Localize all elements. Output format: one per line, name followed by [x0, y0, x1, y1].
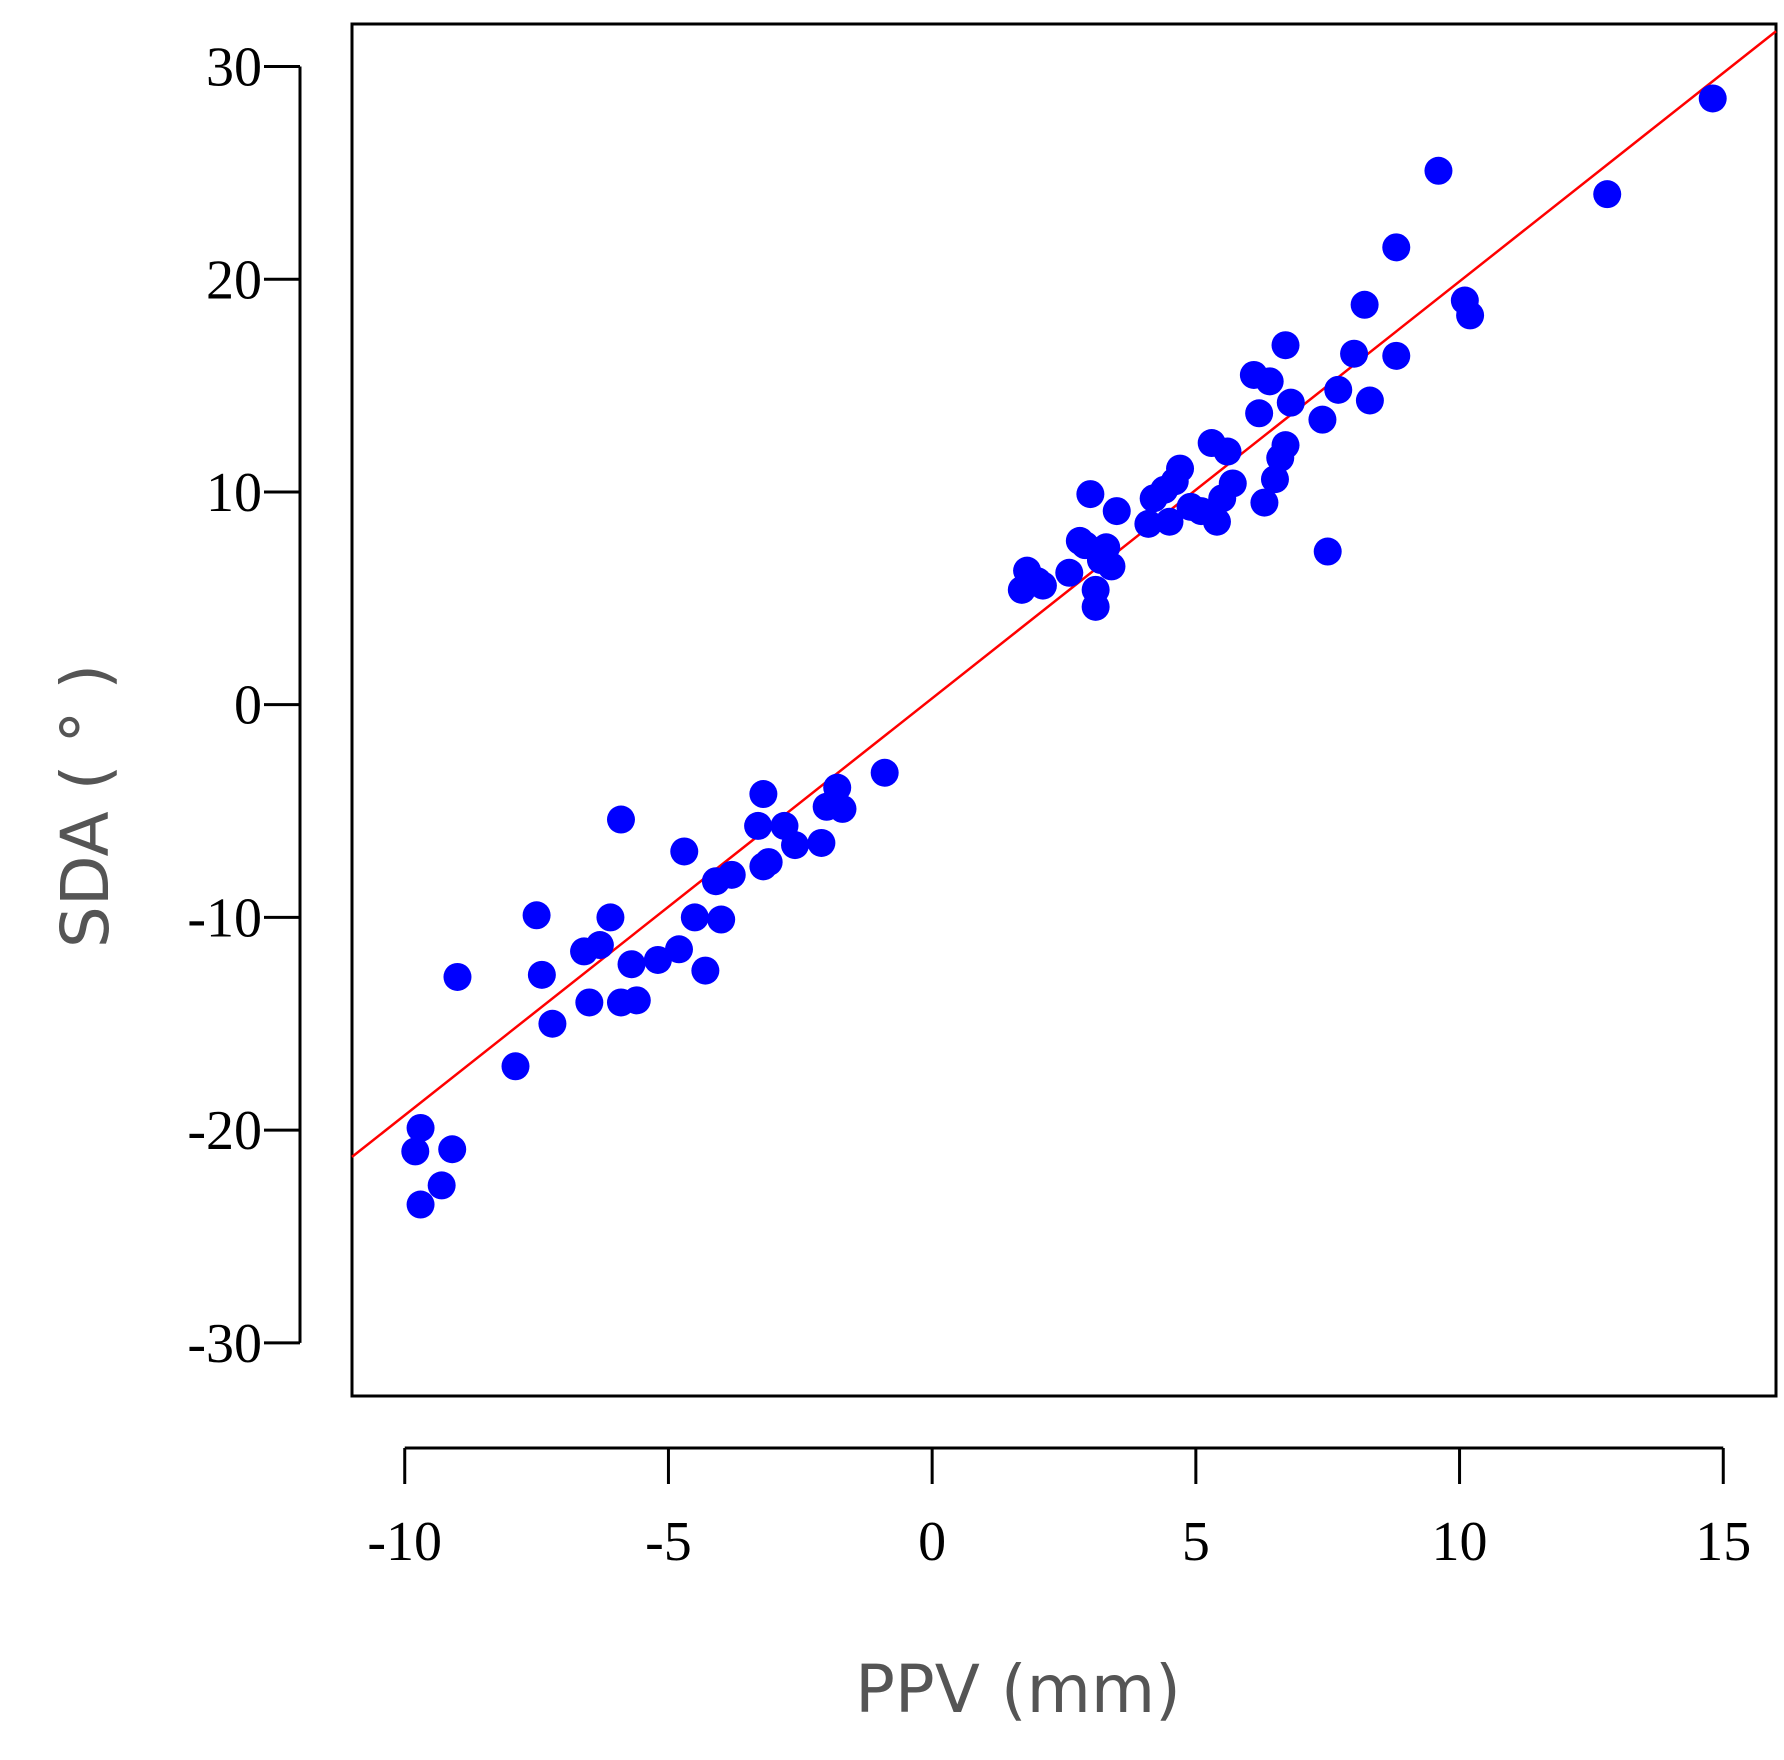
data-point [443, 962, 472, 991]
y-tick-label: -30 [187, 1313, 262, 1375]
y-tick-label: 10 [206, 462, 262, 524]
data-point [1245, 399, 1274, 428]
x-tick-label: -10 [367, 1511, 442, 1573]
data-point [1097, 552, 1126, 581]
data-point [680, 903, 709, 932]
data-point [1155, 507, 1184, 536]
x-tick-label: 5 [1182, 1511, 1210, 1573]
data-point [670, 837, 699, 866]
data-point [596, 903, 625, 932]
y-tick-label: 30 [206, 37, 262, 99]
x-axis: -10 -5 0 5 10 15 [367, 1446, 1751, 1573]
data-point [717, 860, 746, 889]
data-point [1202, 507, 1231, 536]
data-point [1260, 465, 1289, 494]
data-point [807, 828, 836, 857]
y-axis-title: SDA ( ° ) [47, 664, 124, 948]
data-point [1076, 480, 1105, 509]
data-point [622, 986, 651, 1015]
data-point [1055, 558, 1084, 587]
data-point [707, 905, 736, 934]
data-point [1382, 341, 1411, 370]
data-point [1134, 509, 1163, 538]
data-point [522, 901, 551, 930]
data-point [691, 956, 720, 985]
data-point [1355, 386, 1384, 415]
data-point [406, 1190, 435, 1219]
y-axis: -30 -20 -10 0 10 20 30 [187, 37, 302, 1375]
data-point [1081, 575, 1110, 604]
data-point [527, 960, 556, 989]
data-point [406, 1113, 435, 1142]
data-point [1102, 497, 1131, 526]
data-point [749, 780, 778, 809]
points-layer [401, 84, 1727, 1219]
data-point [781, 831, 810, 860]
data-point [1350, 290, 1379, 319]
data-point [1028, 571, 1057, 600]
data-point [1166, 454, 1195, 483]
data-point [1698, 84, 1727, 113]
regression-line [351, 30, 1777, 1158]
fit-line-layer [351, 30, 1777, 1158]
data-point [427, 1171, 456, 1200]
data-point [1593, 180, 1622, 209]
plot-frame [350, 22, 1778, 1398]
data-point [1250, 488, 1279, 517]
y-tick-label: 0 [234, 675, 262, 737]
data-point [1340, 339, 1369, 368]
y-tick-label: -20 [187, 1100, 262, 1162]
x-axis-title: PPV (mm) [855, 1651, 1181, 1728]
data-point [1276, 388, 1305, 417]
data-point [538, 1009, 567, 1038]
data-point [585, 931, 614, 960]
data-point [438, 1135, 467, 1164]
data-point [575, 988, 604, 1017]
data-point [754, 848, 783, 877]
x-tick-label: 15 [1695, 1511, 1751, 1573]
data-point [828, 794, 857, 823]
data-point [1313, 537, 1342, 566]
x-tick-label: 0 [918, 1511, 946, 1573]
data-point [1456, 301, 1485, 330]
data-point [643, 945, 672, 974]
data-point [1218, 469, 1247, 498]
data-point [1271, 431, 1300, 460]
data-point [1324, 375, 1353, 404]
data-point [606, 805, 635, 834]
data-point [1213, 437, 1242, 466]
data-point [1255, 367, 1284, 396]
y-tick-label: 20 [206, 249, 262, 311]
y-tick-label: -10 [187, 887, 262, 949]
data-point [617, 950, 646, 979]
data-point [1271, 331, 1300, 360]
data-point [501, 1052, 530, 1081]
data-point [1424, 156, 1453, 185]
data-point [823, 773, 852, 802]
data-point [664, 935, 693, 964]
x-tick-label: -5 [645, 1511, 692, 1573]
data-point [744, 811, 773, 840]
data-point [1308, 405, 1337, 434]
data-point [401, 1137, 430, 1166]
data-point [870, 758, 899, 787]
x-tick-label: 10 [1432, 1511, 1488, 1573]
data-point [1382, 233, 1411, 262]
